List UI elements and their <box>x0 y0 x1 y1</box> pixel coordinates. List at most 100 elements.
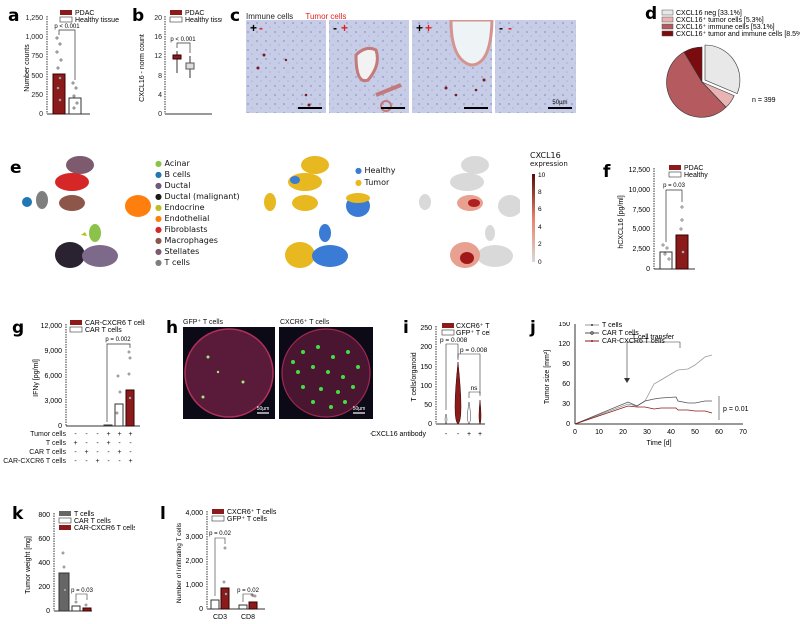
svg-text:CXCR6⁺ T cells: CXCR6⁺ T cells <box>456 323 490 330</box>
panel-g-conditions: Tumor cells - - - + + + T cells + - - + - - CAR T ce… <box>0 430 136 466</box>
condition-row: T cells + - - + - - <box>45 440 132 447</box>
svg-text:Healthy: Healthy <box>684 172 708 179</box>
svg-text:2: 2 <box>538 241 542 248</box>
svg-text:1,000: 1,000 <box>185 582 203 589</box>
svg-text:250: 250 <box>31 92 43 99</box>
svg-text:+: + <box>425 21 432 35</box>
svg-text:9,000: 9,000 <box>44 348 62 355</box>
svg-text:5,000: 5,000 <box>632 226 650 233</box>
svg-text:120: 120 <box>558 341 570 348</box>
svg-text:Time [d]: Time [d] <box>646 440 671 447</box>
svg-text:0: 0 <box>158 111 162 118</box>
svg-text:3,000: 3,000 <box>44 398 62 405</box>
svg-text:T cells: T cells <box>602 322 623 329</box>
panel-label-c: c <box>230 6 241 26</box>
organoid-images: 50µm 50µm <box>183 327 373 419</box>
svg-text:-: - <box>508 21 512 35</box>
svg-text:800: 800 <box>38 512 50 519</box>
svg-text:12,000: 12,000 <box>41 323 63 330</box>
svg-text:T cells/organoid: T cells/organoid <box>411 352 418 401</box>
svg-text:+: + <box>478 431 482 438</box>
condition-row: CAR T cells - + - - + - <box>29 449 132 456</box>
svg-text:Tumor weight [mg]: Tumor weight [mg] <box>25 536 32 594</box>
svg-text:+: + <box>416 21 423 35</box>
chart-d: CXCL16 neg [33.1%] CXCL16⁺ tumor cells [… <box>661 9 800 118</box>
svg-text:+: + <box>467 431 471 438</box>
legend-item: ● Stellates <box>155 247 200 256</box>
svg-text:p = 0.03: p = 0.03 <box>71 588 94 594</box>
svg-text:30: 30 <box>562 401 570 408</box>
svg-text:T cells: T cells <box>74 511 95 518</box>
svg-text:10: 10 <box>595 429 603 436</box>
svg-text:0: 0 <box>428 421 432 428</box>
svg-text:CAR-CXCR6 T cells: CAR-CXCR6 T cells <box>74 525 135 532</box>
colorbar-title-line1: CXCL16 <box>530 151 561 160</box>
svg-text:30: 30 <box>643 429 651 436</box>
condition-legend: ● Healthy ● Tumor <box>355 165 396 189</box>
svg-text:CXCR6⁺ T cells: CXCR6⁺ T cells <box>227 509 277 516</box>
svg-text:50µm: 50µm <box>257 406 270 412</box>
panel-label-d: d <box>645 4 658 24</box>
svg-text:0: 0 <box>573 429 577 436</box>
svg-text:90: 90 <box>562 361 570 368</box>
svg-text:100: 100 <box>420 383 432 390</box>
chart-g: 0 3,000 6,000 9,000 12,000 p = 0.002 IFN… <box>33 320 145 430</box>
colorbar-title: CXCL16 expression <box>530 151 568 169</box>
svg-text:0: 0 <box>646 266 650 272</box>
legend-tumor-cells: Tumor cells <box>305 12 347 21</box>
legend-item: ● Ductal (malignant) <box>155 192 240 201</box>
umap-celltype <box>22 156 151 268</box>
svg-text:hCXCL16 [pg/ml]: hCXCL16 [pg/ml] <box>618 195 625 248</box>
svg-text:IFNγ [pg/ml]: IFNγ [pg/ml] <box>33 359 40 397</box>
svg-text:+: + <box>250 21 257 35</box>
svg-text:500: 500 <box>31 73 43 80</box>
svg-text:7,500: 7,500 <box>632 207 650 214</box>
colorbar: 0 2 4 6 8 10 <box>532 172 546 266</box>
svg-text:0: 0 <box>538 259 542 266</box>
svg-text:60: 60 <box>562 381 570 388</box>
svg-text:4: 4 <box>158 92 162 99</box>
svg-text:2,000: 2,000 <box>185 558 203 565</box>
svg-text:10: 10 <box>538 172 546 179</box>
svg-text:CXCL16⁺ immune cells [53.1%]: CXCL16⁺ immune cells [53.1%] <box>676 24 775 31</box>
svg-text:CXCL16⁺ tumor cells [5.3%]: CXCL16⁺ tumor cells [5.3%] <box>676 17 764 24</box>
h-right-title: CXCR6⁺ T cells <box>280 319 330 326</box>
svg-text:PDAC: PDAC <box>185 10 204 17</box>
svg-text:CXCL16 - norm count: CXCL16 - norm count <box>139 34 146 102</box>
h-left-title: GFP⁺ T cells <box>183 319 224 326</box>
legend-item: ● Fibroblasts <box>155 225 208 234</box>
legend-item: ● T cells <box>155 258 190 267</box>
svg-text:ns: ns <box>471 385 479 392</box>
panel-label-i: i <box>403 318 409 338</box>
chart-b: 0 4 8 12 16 20 p < 0.001 CXCL16 - norm c… <box>139 10 222 118</box>
svg-text:6: 6 <box>538 206 542 213</box>
svg-text:CD3: CD3 <box>213 614 227 621</box>
svg-text:CAR-CXCR6 T cells: CAR-CXCR6 T cells <box>602 338 665 345</box>
svg-text:CXCL16 neg [33.1%]: CXCL16 neg [33.1%] <box>676 10 742 17</box>
panel-label-k: k <box>12 504 24 524</box>
legend-item: ● B cells <box>155 170 191 179</box>
svg-text:p = 0.02: p = 0.02 <box>209 531 232 537</box>
chart-j: 0 30 60 90 120 150 0 10 20 30 40 50 60 7… <box>544 322 749 447</box>
svg-text:Healthy tissue: Healthy tissue <box>75 17 119 24</box>
svg-text:4,000: 4,000 <box>185 510 203 517</box>
legend-item: ● Endothelial <box>155 214 210 223</box>
svg-text:50: 50 <box>691 429 699 436</box>
svg-text:PDAC: PDAC <box>684 165 703 172</box>
svg-text:600: 600 <box>38 536 50 543</box>
svg-text:n = 399: n = 399 <box>752 97 776 104</box>
svg-text:150: 150 <box>420 364 432 371</box>
chart-l: 0 1,000 2,000 3,000 4,000 p = 0.02 p = 0… <box>176 509 277 621</box>
svg-text:+: + <box>341 21 348 35</box>
colorbar-title-line2: expression <box>530 160 568 168</box>
svg-text:1,000: 1,000 <box>25 34 43 41</box>
svg-text:GFP⁺ T cells: GFP⁺ T cells <box>456 330 490 337</box>
panel-label-h: h <box>166 318 179 338</box>
umap-condition <box>264 156 370 268</box>
svg-text:0: 0 <box>39 111 43 118</box>
svg-text:50µm: 50µm <box>353 406 366 412</box>
chart-i: 0 50 100 150 200 250 p = 0.008 p = 0.008… <box>370 323 490 438</box>
svg-text:20: 20 <box>154 15 162 22</box>
svg-text:0: 0 <box>566 421 570 428</box>
svg-text:50: 50 <box>424 402 432 409</box>
